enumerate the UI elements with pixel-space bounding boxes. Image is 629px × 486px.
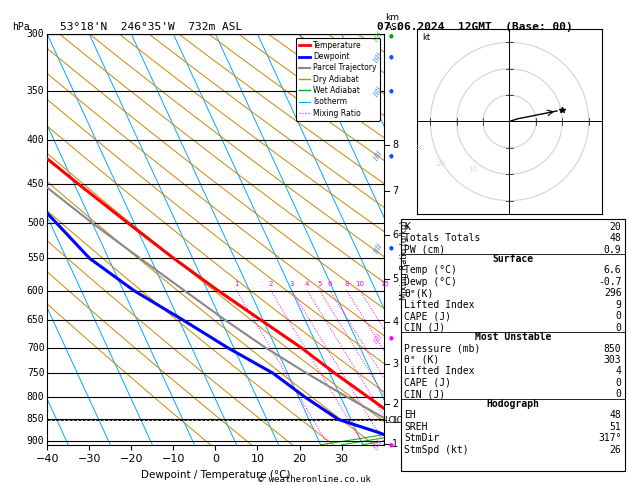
Text: 3: 3 [392,359,398,368]
Text: 7: 7 [392,186,399,195]
Text: 400: 400 [27,136,45,145]
Text: ////: //// [372,332,382,344]
Text: ●: ● [389,153,394,158]
Text: Pressure (mb): Pressure (mb) [404,344,481,353]
Text: 07.06.2024  12GMT  (Base: 00): 07.06.2024 12GMT (Base: 00) [377,21,573,32]
Text: 8: 8 [392,140,398,150]
Text: ●: ● [389,54,394,60]
Text: 5: 5 [318,281,322,287]
Text: StmDir: StmDir [404,433,440,443]
Text: Surface: Surface [493,254,533,264]
Text: 4: 4 [392,317,398,327]
Text: LCL: LCL [392,416,408,425]
Text: 296: 296 [604,288,621,298]
Text: 0: 0 [616,323,621,333]
Text: hPa: hPa [13,21,30,32]
Text: 700: 700 [27,343,45,352]
Text: 5: 5 [392,274,399,284]
Text: 600: 600 [27,286,45,295]
Text: Most Unstable: Most Unstable [475,332,551,342]
Text: Hodograph: Hodograph [486,399,540,409]
Text: 500: 500 [27,218,45,228]
Text: 53°18'N  246°35'W  732m ASL: 53°18'N 246°35'W 732m ASL [60,21,242,32]
Text: 20: 20 [610,222,621,232]
Text: LCL: LCL [384,416,399,425]
Text: ●: ● [389,336,394,341]
Text: 4: 4 [305,281,309,287]
Text: CAPE (J): CAPE (J) [404,312,452,321]
Text: 6: 6 [328,281,332,287]
Text: 900: 900 [27,435,45,446]
Text: 0: 0 [616,389,621,399]
Text: kt: kt [423,33,431,42]
Text: θᵉ(K): θᵉ(K) [404,288,434,298]
Text: ////: //// [372,31,382,42]
Text: CIN (J): CIN (J) [404,323,445,333]
Text: StmSpd (kt): StmSpd (kt) [404,445,469,454]
Text: 15: 15 [380,281,389,287]
Text: 750: 750 [27,368,45,378]
Text: 650: 650 [27,315,45,325]
Text: CIN (J): CIN (J) [404,389,445,399]
Text: 0: 0 [616,378,621,388]
Text: 317°: 317° [598,433,621,443]
Text: ●: ● [389,442,394,447]
Text: Mixing Ratio (g/kg): Mixing Ratio (g/kg) [400,220,409,300]
Text: © weatheronline.co.uk: © weatheronline.co.uk [258,474,371,484]
Text: PW (cm): PW (cm) [404,245,445,255]
Text: 8: 8 [344,281,349,287]
Text: 51: 51 [610,422,621,432]
Text: 48: 48 [610,233,621,243]
Text: ●: ● [389,246,394,251]
Text: Temp (°C): Temp (°C) [404,265,457,276]
Text: 30: 30 [415,145,425,151]
Text: Totals Totals: Totals Totals [404,233,481,243]
Text: Dewp (°C): Dewp (°C) [404,277,457,287]
Text: ●: ● [389,34,394,38]
Text: 48: 48 [610,410,621,420]
Text: 10: 10 [355,281,364,287]
Text: ////: //// [372,52,382,63]
X-axis label: Dewpoint / Temperature (°C): Dewpoint / Temperature (°C) [141,470,290,480]
Legend: Temperature, Dewpoint, Parcel Trajectory, Dry Adiabat, Wet Adiabat, Isotherm, Mi: Temperature, Dewpoint, Parcel Trajectory… [296,38,380,121]
Text: 2: 2 [392,399,399,409]
Text: 850: 850 [27,415,45,424]
Text: 550: 550 [27,253,45,263]
Text: θᵉ (K): θᵉ (K) [404,355,440,365]
Text: 1: 1 [392,439,398,449]
Text: 850: 850 [604,344,621,353]
Text: 0: 0 [616,312,621,321]
Text: 6.6: 6.6 [604,265,621,276]
Text: ////: //// [372,439,382,451]
Text: 2: 2 [269,281,273,287]
Text: 303: 303 [604,355,621,365]
Text: ////: //// [372,86,382,97]
Text: 450: 450 [27,179,45,189]
Text: 300: 300 [27,29,45,39]
Text: 800: 800 [27,392,45,402]
Text: SREH: SREH [404,422,428,432]
Text: 0.9: 0.9 [604,245,621,255]
Text: 1: 1 [235,281,239,287]
Text: 4: 4 [616,366,621,377]
Text: 3: 3 [289,281,294,287]
Text: km
ASL: km ASL [386,13,403,32]
Text: 6: 6 [392,230,398,241]
Text: ////: //// [372,150,382,161]
Text: 20: 20 [437,161,445,167]
Text: K: K [404,222,410,232]
Text: Lifted Index: Lifted Index [404,300,475,310]
Text: Lifted Index: Lifted Index [404,366,475,377]
Text: 26: 26 [610,445,621,454]
Text: EH: EH [404,410,416,420]
Text: ////: //// [372,243,382,254]
Text: 9: 9 [616,300,621,310]
Text: CAPE (J): CAPE (J) [404,378,452,388]
Text: 350: 350 [27,86,45,96]
Text: -0.7: -0.7 [598,277,621,287]
Text: 10: 10 [468,166,477,172]
Text: ●: ● [389,88,394,94]
